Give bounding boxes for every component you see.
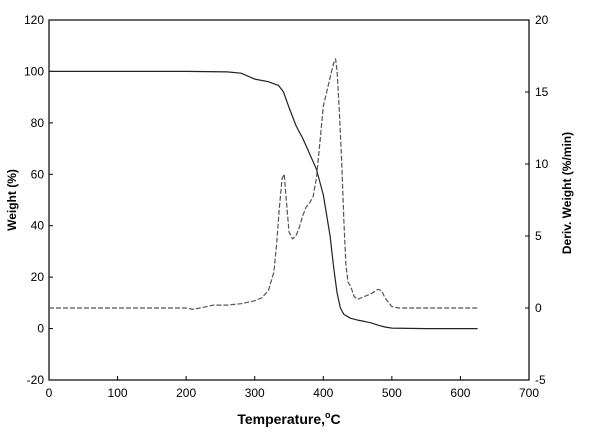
- x-axis-title-unit: C: [331, 411, 341, 427]
- y-tick-label: 60: [31, 167, 45, 181]
- y-tick-label: 100: [24, 64, 44, 78]
- x-axis-ticks: 0 100 200 300 400 500 600 700: [46, 376, 539, 400]
- y2-tick-label: 0: [535, 301, 542, 315]
- y2-axis-title: Deriv. Weight (%/min): [560, 132, 574, 254]
- x-tick-label: 100: [108, 386, 128, 400]
- y2-axis-ticks: -5 0 5 10 15 20: [525, 13, 549, 387]
- y-tick-label: 80: [31, 116, 45, 130]
- x-axis-title-degree: o: [325, 410, 331, 420]
- y-tick-label: 0: [37, 322, 44, 336]
- plot-frame: [48, 19, 530, 381]
- y2-tick-label: -5: [535, 373, 546, 387]
- y-tick-label: 120: [24, 13, 44, 27]
- x-axis-title: Temperature,oC: [237, 410, 340, 427]
- weight-line: [49, 70, 478, 330]
- deriv-weight-line: [49, 58, 478, 310]
- y-axis-ticks: -20 0 20 40 60 80 100 120: [24, 13, 53, 387]
- y-tick-label: 20: [31, 270, 45, 284]
- y2-tick-label: 5: [535, 229, 542, 243]
- y2-tick-label: 15: [535, 85, 549, 99]
- x-tick-label: 500: [382, 386, 402, 400]
- x-tick-label: 400: [313, 386, 333, 400]
- x-tick-label: 700: [519, 386, 539, 400]
- plot-area-border: [48, 19, 530, 381]
- x-tick-label: 0: [46, 386, 53, 400]
- x-tick-label: 300: [245, 386, 265, 400]
- y-axis-title: Weight (%): [5, 169, 19, 231]
- x-axis-title-prefix: Temperature,: [237, 411, 325, 427]
- y2-tick-label: 10: [535, 157, 549, 171]
- x-tick-label: 200: [176, 386, 196, 400]
- x-tick-label: 600: [450, 386, 470, 400]
- y-tick-label: 40: [31, 219, 45, 233]
- series-layer: [49, 58, 478, 330]
- y2-tick-label: 20: [535, 13, 549, 27]
- y-tick-label: -20: [27, 373, 45, 387]
